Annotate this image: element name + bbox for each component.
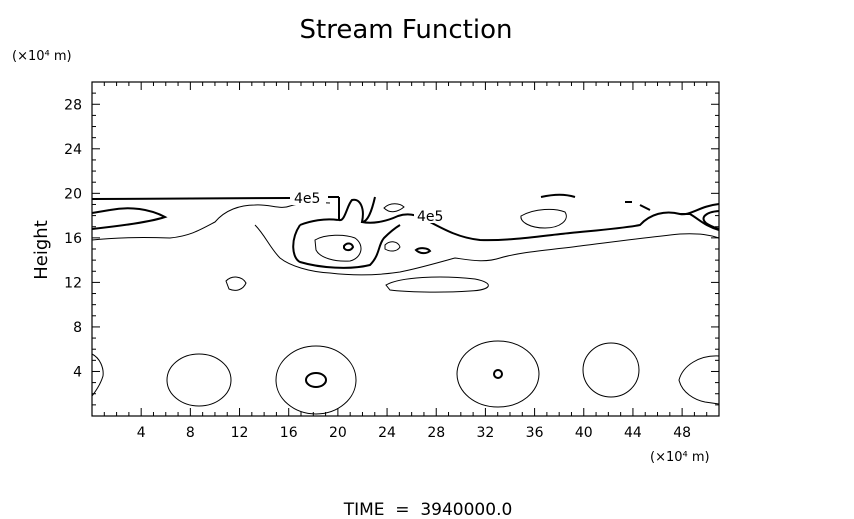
y-axis-label: Height bbox=[31, 220, 52, 280]
y-tick-label: 8 bbox=[73, 320, 82, 336]
contour-4e5-main bbox=[91, 196, 376, 230]
x-tick-label: 8 bbox=[186, 425, 195, 441]
contour-cell-left-edge bbox=[91, 353, 104, 397]
x-tick-label: 24 bbox=[378, 425, 396, 441]
x-tick-label: 20 bbox=[329, 425, 347, 441]
contour-cell-2 bbox=[275, 345, 357, 415]
x-tick-label: 36 bbox=[526, 425, 544, 441]
contour-cell-4 bbox=[582, 342, 640, 398]
contour-thin-blob-right bbox=[520, 208, 567, 229]
x-tick-label: 4 bbox=[137, 425, 146, 441]
time-footer: TIME = 3940000.0 bbox=[343, 500, 513, 519]
contour-labels: 4e5 4e5 bbox=[290, 189, 450, 225]
y-tick-label: 24 bbox=[64, 142, 82, 158]
x-unit-label: (×10⁴ m) bbox=[650, 450, 710, 465]
contour-cell-2-inner bbox=[305, 372, 327, 388]
contour-thin-mini bbox=[383, 203, 405, 252]
y-tick-label: 4 bbox=[73, 364, 82, 380]
x-tick-label: 40 bbox=[575, 425, 593, 441]
y-tick-label: 28 bbox=[64, 97, 82, 113]
contour-4e5-small-right bbox=[540, 193, 720, 230]
y-tick-label: 20 bbox=[64, 186, 82, 202]
x-tick-label: 16 bbox=[280, 425, 298, 441]
x-tick-label: 32 bbox=[476, 425, 494, 441]
contour-thin-blob-mid bbox=[385, 276, 489, 293]
chart-title: Stream Function bbox=[300, 15, 513, 45]
contour-cell-5 bbox=[678, 355, 720, 405]
contour-thin-center-inner bbox=[314, 234, 362, 262]
contour-4e5-left bbox=[91, 196, 339, 200]
plot-frame bbox=[91, 81, 720, 417]
contour-thin-upper bbox=[91, 202, 720, 276]
x-tick-label: 28 bbox=[427, 425, 445, 441]
contour-4e5-center bbox=[292, 203, 720, 269]
x-tick-label: 48 bbox=[673, 425, 691, 441]
x-tick-label: 44 bbox=[624, 425, 642, 441]
axis-ticks bbox=[92, 82, 719, 416]
contour-label-1: 4e5 bbox=[294, 191, 320, 207]
contour-cell-1 bbox=[166, 353, 232, 407]
y-tick-label: 12 bbox=[64, 275, 82, 291]
contour-cell-3-inner bbox=[493, 369, 503, 379]
contour-label-2: 4e5 bbox=[417, 209, 443, 225]
x-tick-label: 12 bbox=[231, 425, 249, 441]
contour-bold-mini bbox=[343, 242, 432, 255]
contour-thin-blob-left bbox=[225, 276, 247, 291]
contour-cell-3 bbox=[456, 340, 540, 408]
y-unit-label: (×10⁴ m) bbox=[12, 49, 72, 64]
contour-lines bbox=[91, 193, 720, 415]
y-tick-label: 16 bbox=[64, 231, 82, 247]
